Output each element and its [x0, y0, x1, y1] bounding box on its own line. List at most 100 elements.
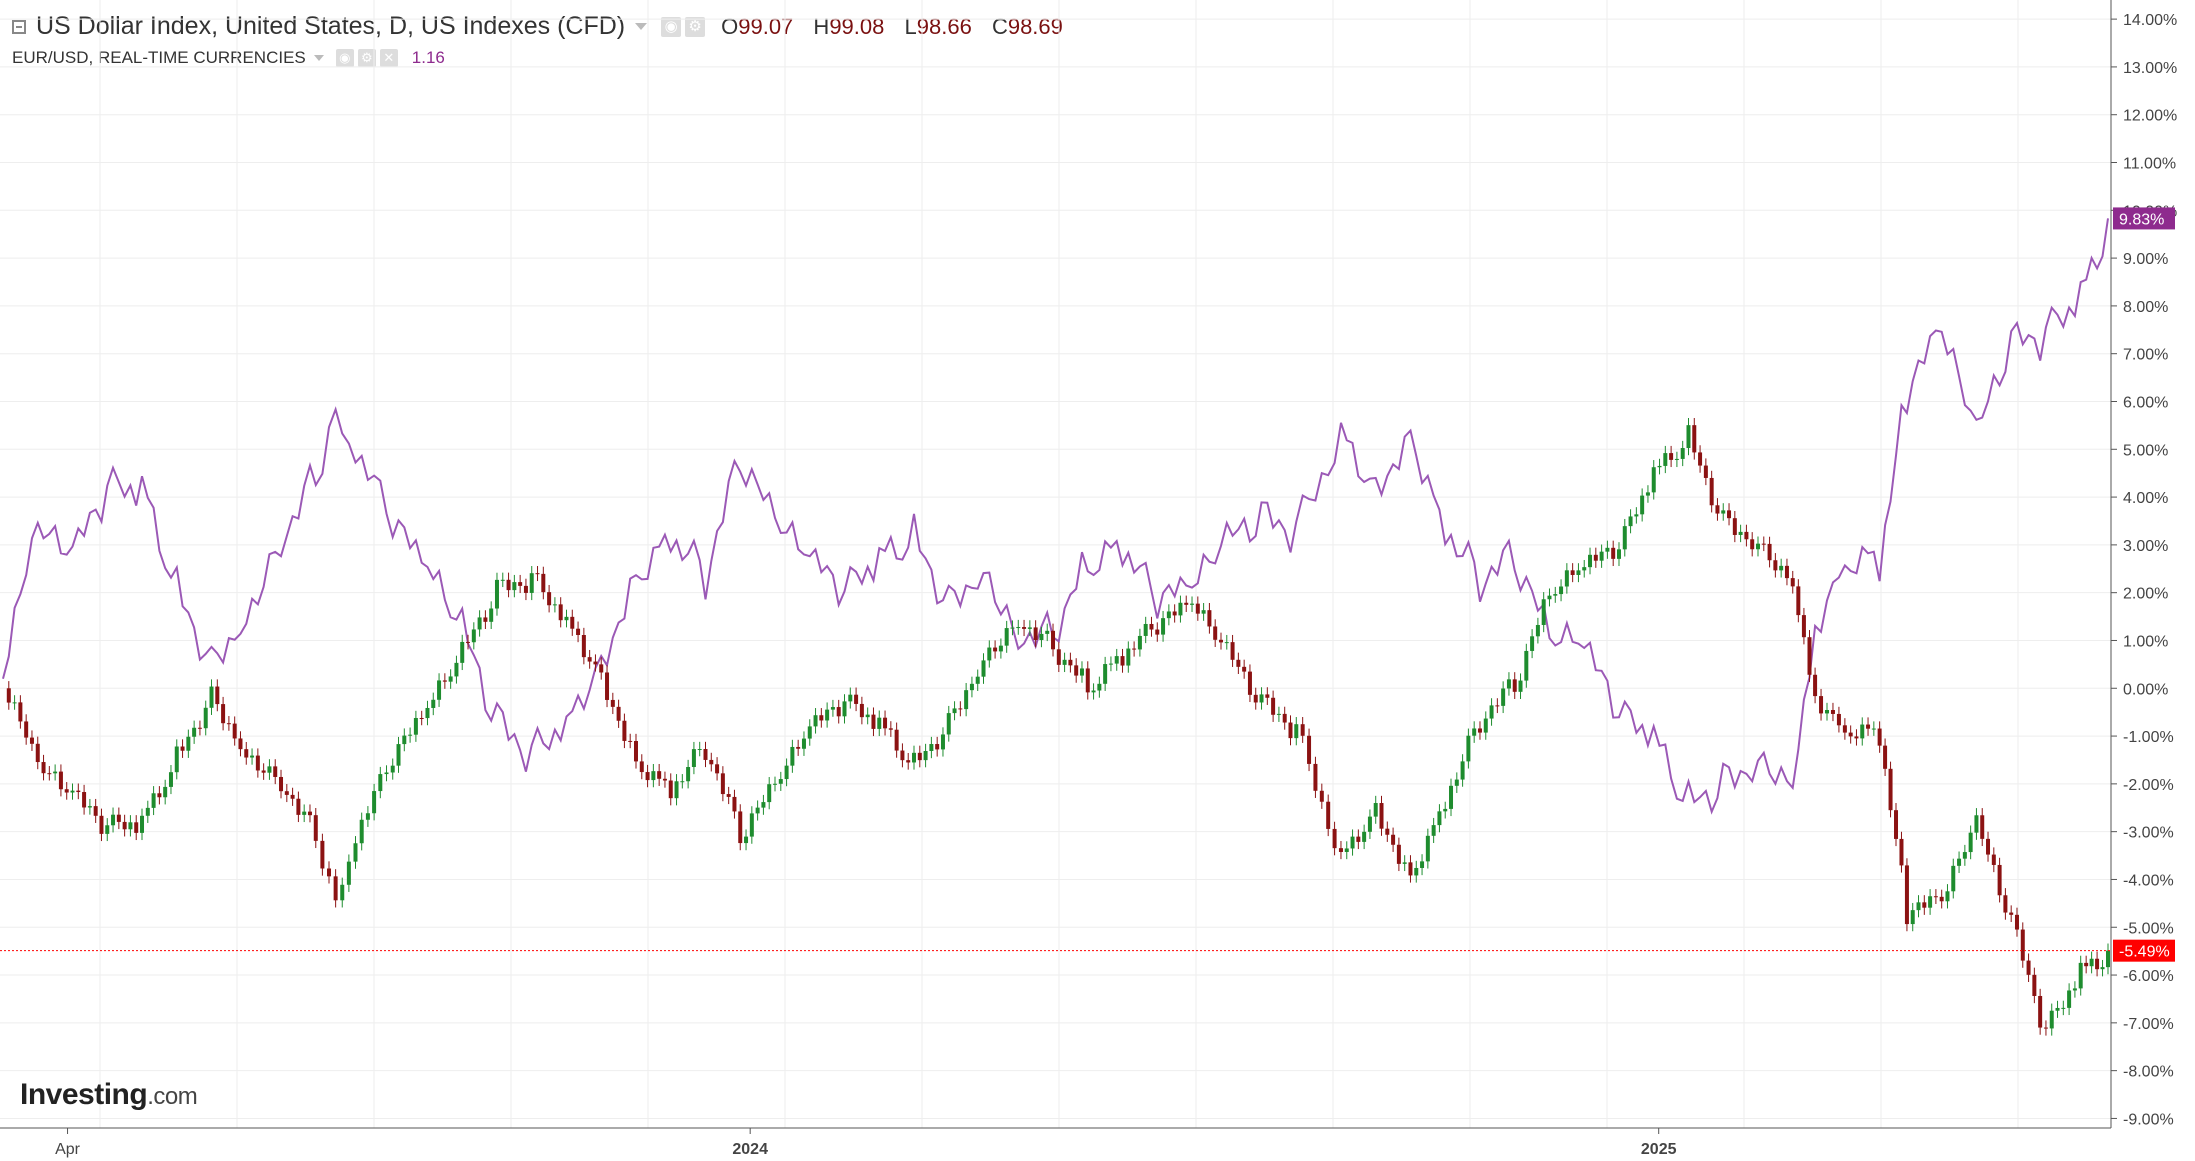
dxy-candle-body: [1332, 828, 1337, 849]
dxy-candle-body: [163, 786, 168, 798]
dxy-candle-body: [1259, 694, 1264, 703]
dxy-candle-body: [662, 778, 667, 781]
dxy-candle-body: [1385, 828, 1390, 835]
gear-icon[interactable]: ⚙: [357, 49, 376, 67]
y-tick-label: -6.00%: [2123, 968, 2174, 985]
dxy-candle-body: [333, 876, 338, 901]
dxy-candle-body: [547, 592, 552, 606]
dxy-candle-body: [830, 707, 835, 710]
dxy-candle-body: [168, 772, 173, 787]
dxy-candle-body: [390, 765, 395, 773]
dxy-candle-body: [807, 726, 812, 739]
dxy-candle-body: [466, 641, 471, 643]
dxy-candle-body: [529, 573, 534, 593]
dxy-candle-body: [674, 781, 679, 799]
dxy-candle-body: [2003, 895, 2008, 913]
dxy-candle-body: [232, 723, 237, 739]
dxy-candle-body: [1460, 761, 1465, 780]
dxy-candle-body: [1980, 815, 1985, 839]
dxy-candle-body: [1755, 543, 1760, 550]
dxy-candle-body: [1541, 599, 1546, 625]
dxy-candle-body: [1265, 694, 1270, 698]
dxy-candle-body: [1628, 516, 1633, 527]
dxy-candle-body: [1190, 603, 1195, 605]
dxy-candle-body: [226, 723, 231, 725]
dxy-candle-body: [116, 814, 121, 822]
close-icon[interactable]: ✕: [379, 49, 398, 67]
y-tick-label: 6.00%: [2123, 394, 2168, 411]
dxy-candle-body: [1178, 602, 1183, 616]
gear-icon[interactable]: ⚙: [685, 16, 706, 37]
dxy-candle-body: [1495, 705, 1500, 707]
dxy-candle-body: [2049, 1010, 2054, 1029]
dxy-candle-body: [1622, 526, 1627, 550]
dxy-candle-body: [1236, 659, 1241, 667]
eur-value: 1.16: [411, 48, 445, 67]
chevron-down-icon[interactable]: [635, 23, 648, 30]
dxy-candle-body: [570, 616, 575, 629]
dxy-candle-body: [174, 746, 179, 773]
dxy-candle-body: [1640, 495, 1645, 515]
dxy-candle-body: [41, 762, 46, 774]
dxy-candle-body: [327, 868, 332, 877]
dxy-candle-body: [2026, 960, 2031, 975]
dxy-candle-body: [558, 604, 563, 621]
dxy-candle-body: [738, 811, 743, 844]
dxy-candle-body: [1669, 453, 1674, 460]
dxy-candle-body: [1547, 595, 1552, 600]
dxy-candle-body: [197, 727, 202, 729]
dxy-candle-body: [6, 688, 11, 703]
collapse-icon[interactable]: [12, 19, 26, 34]
y-tick-label: -9.00%: [2123, 1111, 2174, 1128]
dxy-candle-body: [2106, 950, 2110, 968]
chevron-down-icon[interactable]: [313, 55, 324, 61]
dxy-candle-body: [825, 709, 830, 721]
dxy-candle-body: [1402, 862, 1407, 864]
dxy-candle-body: [157, 793, 162, 798]
dxy-candle-body: [894, 729, 899, 751]
dxy-last-value-badge-bg: [2113, 939, 2175, 962]
dxy-candle-body: [494, 579, 499, 609]
dxy-candle-body: [628, 740, 633, 742]
dxy-candle-body: [2055, 1007, 2060, 1011]
dxy-candles: [6, 417, 2110, 1036]
dxy-candle-body: [993, 647, 998, 652]
eur-series-title[interactable]: EUR/USD, REAL-TIME CURRENCIES: [12, 48, 306, 67]
dxy-candle-body: [203, 707, 208, 729]
dxy-candle-body: [854, 694, 859, 704]
y-tick-label: 2.00%: [2123, 586, 2168, 603]
dxy-series-title[interactable]: US Dollar Index, United States, D, US In…: [36, 12, 626, 40]
eye-icon[interactable]: ◉: [335, 49, 354, 67]
eur-legend-row: EUR/USD, REAL-TIME CURRENCIES ◉ ⚙ ✕ 1.16: [12, 48, 445, 68]
y-tick-label: 13.00%: [2123, 60, 2177, 77]
dxy-candle-body: [384, 772, 389, 775]
dxy-candle-body: [1645, 492, 1650, 496]
dxy-candle-body: [1904, 865, 1909, 925]
dxy-candle-body: [1570, 570, 1575, 575]
dxy-candle-body: [111, 814, 116, 826]
ohlc-high-value: 99.08: [829, 13, 885, 39]
dxy-candle-body: [2084, 962, 2089, 967]
y-tick-label: 3.00%: [2123, 538, 2168, 555]
eye-icon[interactable]: ◉: [661, 16, 682, 37]
dxy-candle-body: [151, 793, 156, 808]
dxy-candle-body: [1957, 858, 1962, 866]
dxy-candle-body: [1288, 722, 1293, 739]
y-tick-label: -5.00%: [2123, 920, 2174, 937]
y-tick-label: -4.00%: [2123, 872, 2174, 889]
dxy-candle-body: [1928, 896, 1933, 908]
eurusd-last-value-badge-label: 9.83%: [2119, 211, 2164, 228]
dxy-candle-body: [952, 708, 957, 714]
dxy-candle-body: [413, 717, 418, 735]
dxy-candle-body: [1732, 518, 1737, 535]
dxy-candle-body: [1477, 728, 1482, 733]
dxy-candle-body: [715, 764, 720, 774]
y-tick-label: -7.00%: [2123, 1016, 2174, 1033]
dxy-candle-body: [790, 746, 795, 766]
dxy-candle-body: [552, 604, 557, 606]
dxy-candle-body: [1962, 852, 1967, 859]
dxy-candle-body: [581, 635, 586, 658]
dxy-candle-body: [307, 811, 312, 816]
dxy-candle-body: [2078, 962, 2083, 989]
